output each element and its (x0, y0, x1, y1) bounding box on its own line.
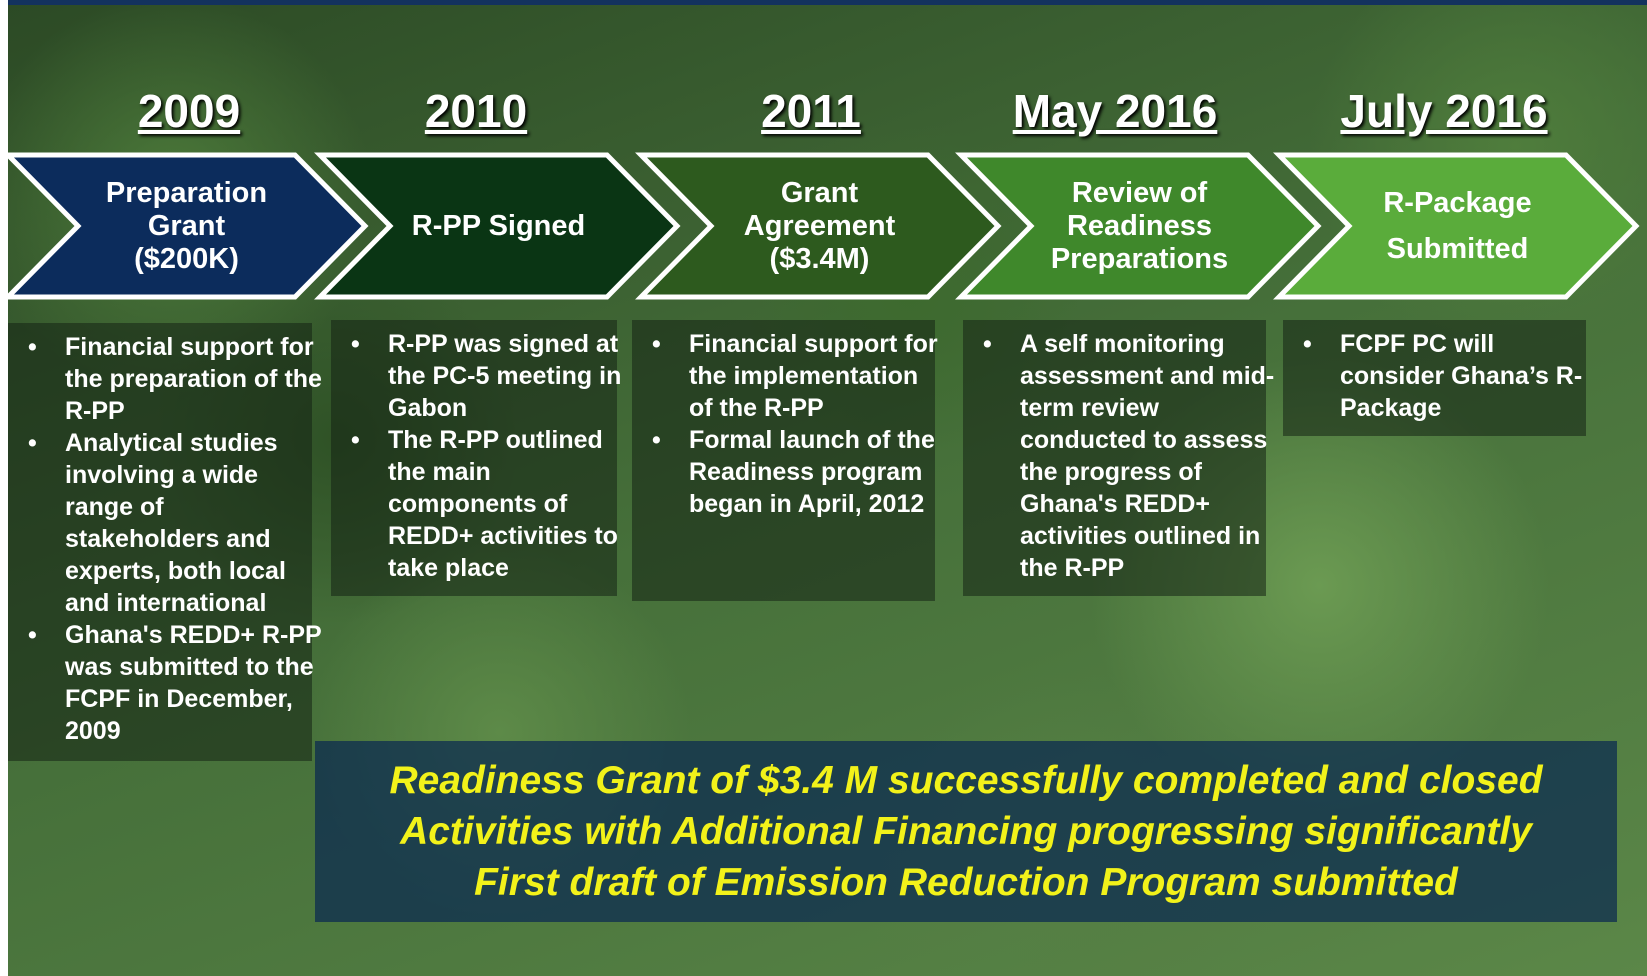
stage-year: May 2016 (965, 84, 1265, 138)
title-line: Preparations (1051, 243, 1228, 276)
stage-year: 2009 (39, 84, 339, 138)
title-line: Agreement (744, 210, 896, 243)
stage-year: July 2016 (1294, 84, 1594, 138)
banner-line: First draft of Emission Reduction Progra… (474, 857, 1458, 908)
title-line: R-PP Signed (412, 210, 586, 243)
bullet-list: Financial support for the preparation of… (28, 331, 322, 747)
bullet: R-PP was signed at the PC-5 meeting in G… (351, 328, 627, 424)
title-line: Readiness (1067, 210, 1212, 243)
stage-title: R-PP Signed (370, 155, 627, 297)
bullet: Financial support for the preparation of… (28, 331, 322, 427)
bullet-list: FCPF PC will consider Ghana’s R-Package (1303, 328, 1596, 424)
title-line: ($3.4M) (770, 243, 870, 276)
title-line: Grant (781, 177, 858, 210)
bullet-list: R-PP was signed at the PC-5 meeting in G… (351, 328, 627, 584)
bullet: Analytical studies involving a wide rang… (28, 427, 322, 619)
bullet: Financial support for the implementation… (652, 328, 945, 424)
banner-line: Activities with Additional Financing pro… (400, 806, 1532, 857)
bullet-list: A self monitoring assessment and mid-ter… (983, 328, 1276, 584)
banner-line: Readiness Grant of $3.4 M successfully c… (389, 755, 1542, 806)
stage-year: 2011 (661, 84, 961, 138)
title-line: ($200K) (134, 243, 239, 276)
bullet: The R-PP outlined the main components of… (351, 424, 627, 584)
title-line: R-Package (1383, 180, 1531, 226)
bullet: Ghana's REDD+ R-PP was submitted to the … (28, 619, 322, 747)
title-line: Grant (148, 210, 225, 243)
bullet: Formal launch of the Readiness program b… (652, 424, 945, 520)
slide: 2009PreparationGrant($200K)Financial sup… (0, 0, 1647, 976)
bullet: FCPF PC will consider Ghana’s R-Package (1303, 328, 1596, 424)
title-line: Review of (1072, 177, 1207, 210)
title-line: Submitted (1387, 226, 1529, 272)
title-line: Preparation (106, 177, 267, 210)
bullet-list: Financial support for the implementation… (652, 328, 945, 520)
banner: Readiness Grant of $3.4 M successfully c… (315, 741, 1617, 922)
stage-year: 2010 (326, 84, 626, 138)
bullet: A self monitoring assessment and mid-ter… (983, 328, 1276, 584)
